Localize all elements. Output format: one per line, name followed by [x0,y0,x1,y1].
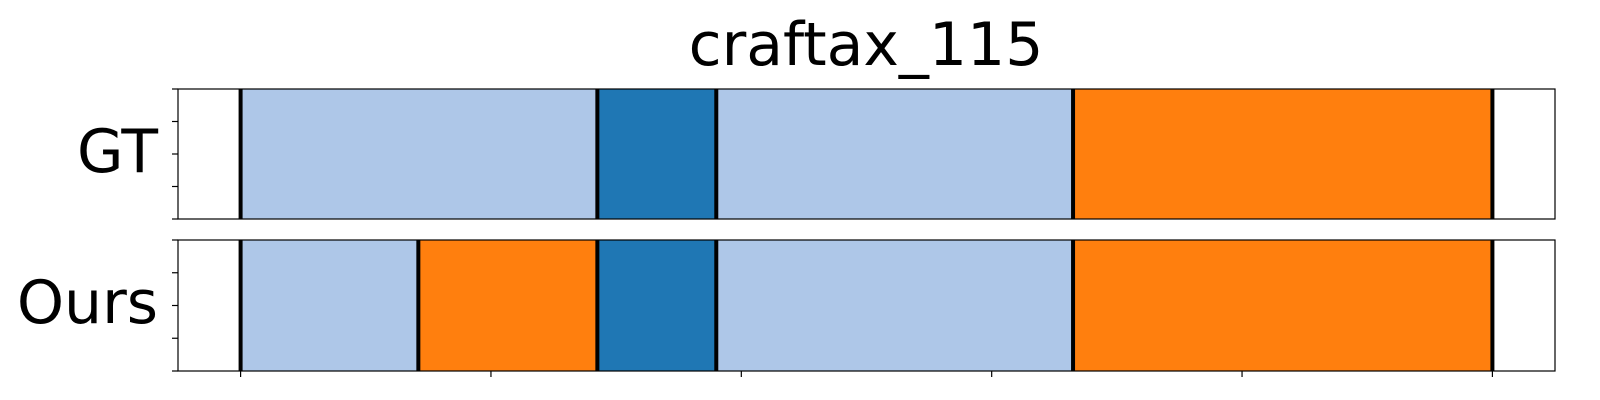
segment-gt-2 [716,89,1074,219]
segment-gt-1 [597,89,717,219]
segment-ours-2 [597,240,717,371]
row-label-gt: GT [77,117,158,187]
segment-ours-4 [1073,240,1493,371]
segment-gt-0 [240,89,598,219]
segment-ours-0 [240,240,419,371]
segment-gt-3 [1073,89,1493,219]
rows-group: GT Ours [17,88,1556,377]
segment-ours-3 [716,240,1074,371]
segment-ours-1 [418,240,598,371]
chart-title: craftax_115 [689,10,1044,80]
row-label-ours: Ours [17,268,158,338]
